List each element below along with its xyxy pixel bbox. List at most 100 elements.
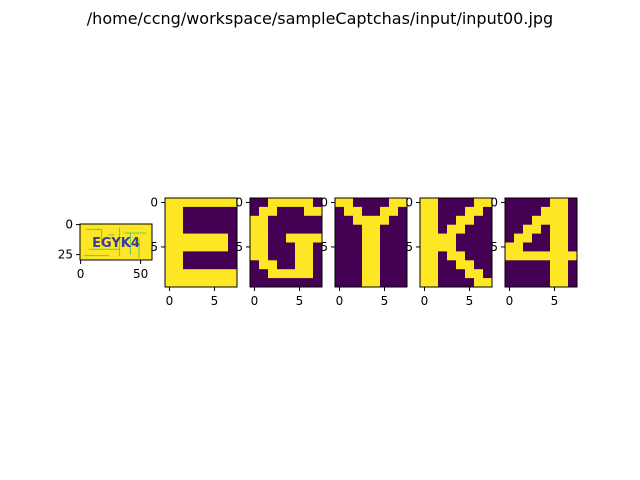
pixel-cell (559, 251, 569, 261)
pixel-cell (201, 278, 211, 288)
pixel-cell (541, 278, 551, 288)
pixel-cell (559, 269, 569, 279)
pixel-cell (192, 269, 202, 279)
pixel-cell (380, 198, 390, 208)
pixel-cell (483, 206, 493, 217)
pixel-cell (192, 260, 202, 270)
pixel-cell (165, 269, 175, 279)
pixel-cell (474, 224, 484, 234)
pixel-cell (362, 224, 372, 234)
pixel-cell (335, 206, 345, 217)
pixel-cell (559, 233, 569, 243)
pixel-cell (389, 198, 399, 208)
pixel-cell (295, 278, 305, 288)
pixel-cell (335, 260, 345, 270)
pixel-cell (295, 233, 305, 243)
pixel-cell (362, 260, 372, 270)
pixel-cell (304, 260, 314, 270)
pixel-cell (420, 251, 430, 261)
pixel-cell (483, 198, 493, 208)
pixel-cell (420, 260, 430, 270)
pixel-cell (541, 206, 551, 217)
pixel-cell (165, 215, 175, 225)
y-tick-label: 5 (235, 240, 243, 254)
pixel-cell (532, 260, 542, 270)
pixel-cell (210, 251, 220, 261)
pixel-cell (532, 224, 542, 234)
pixel-cell (183, 260, 193, 270)
pixel-cell (183, 224, 193, 234)
pixel-cell (532, 198, 542, 208)
pixel-cell (380, 269, 390, 279)
pixel-cell (174, 215, 184, 225)
pixel-cell (313, 206, 323, 217)
pixel-cell (550, 251, 560, 261)
pixel-cell (447, 233, 457, 243)
pixel-cell (362, 251, 372, 261)
pixel-cell (183, 198, 193, 208)
pixel-cell (523, 242, 533, 252)
pixel-cell (259, 278, 269, 288)
pixel-cell (505, 269, 515, 279)
pixel-cell (456, 233, 466, 243)
pixel-cell (429, 198, 439, 208)
pixel-cell (201, 198, 211, 208)
pixel-cell (277, 278, 287, 288)
pixel-cell (335, 215, 345, 225)
pixel-cell (429, 251, 439, 261)
y-tick-label: 5 (405, 240, 413, 254)
pixel-cell (398, 269, 408, 279)
pixel-cell (228, 269, 238, 279)
pixel-cell (335, 224, 345, 234)
axes-frame (79, 223, 153, 261)
pixel-cell (183, 206, 193, 217)
pixel-cell (192, 233, 202, 243)
pixel-cell (192, 215, 202, 225)
pixel-cell (268, 251, 278, 261)
x-tick-label: 5 (466, 294, 474, 308)
pixel-cell (541, 242, 551, 252)
pixel-cell (550, 242, 560, 252)
pixel-cell (192, 206, 202, 217)
pixel-cell (362, 269, 372, 279)
pixel-cell (371, 251, 381, 261)
pixel-cell (219, 198, 229, 208)
pixel-cell (398, 224, 408, 234)
pixel-cell (380, 224, 390, 234)
pixel-cell (389, 269, 399, 279)
pixel-cell (447, 278, 457, 288)
pixel-cell (219, 251, 229, 261)
pixel-cell (456, 251, 466, 261)
pixel-cell (353, 233, 363, 243)
pixel-cell (505, 224, 515, 234)
pixel-cell (550, 233, 560, 243)
pixel-cell (335, 233, 345, 243)
pixel-cell (568, 242, 578, 252)
pixel-cell (277, 198, 287, 208)
pixel-cell (362, 206, 372, 217)
pixel-cell (389, 206, 399, 217)
pixel-cell (559, 242, 569, 252)
pixel-cell (505, 198, 515, 208)
pixel-cell (483, 251, 493, 261)
pixel-cell (438, 278, 448, 288)
pixel-cell (259, 215, 269, 225)
pixel-cell (465, 224, 475, 234)
pixel-cell (201, 215, 211, 225)
pixel-cell (304, 224, 314, 234)
pixel-cell (210, 260, 220, 270)
pixel-cell (380, 233, 390, 243)
pixel-cell (362, 278, 372, 288)
char-Y-panel: 0 5 0 5 (320, 195, 408, 308)
pixel-cell (165, 242, 175, 252)
pixel-cell (277, 242, 287, 252)
pixel-cell (335, 269, 345, 279)
pixel-cell (447, 206, 457, 217)
pixel-cell (438, 206, 448, 217)
y-tick-label: 5 (320, 240, 328, 254)
pixel-cell (505, 251, 515, 261)
pixel-cell (286, 198, 296, 208)
pixel-cell (268, 233, 278, 243)
pixel-cell (250, 260, 260, 270)
pixel-cell (192, 224, 202, 234)
